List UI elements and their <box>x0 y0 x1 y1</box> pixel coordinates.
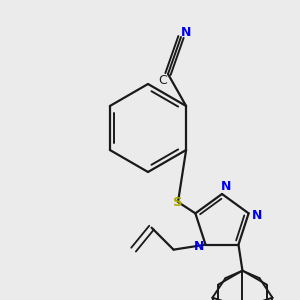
Text: N: N <box>181 26 191 38</box>
Text: S: S <box>173 196 183 208</box>
Text: N: N <box>251 209 262 222</box>
Text: N: N <box>221 179 231 193</box>
Text: C: C <box>159 74 167 86</box>
Text: N: N <box>194 240 205 253</box>
